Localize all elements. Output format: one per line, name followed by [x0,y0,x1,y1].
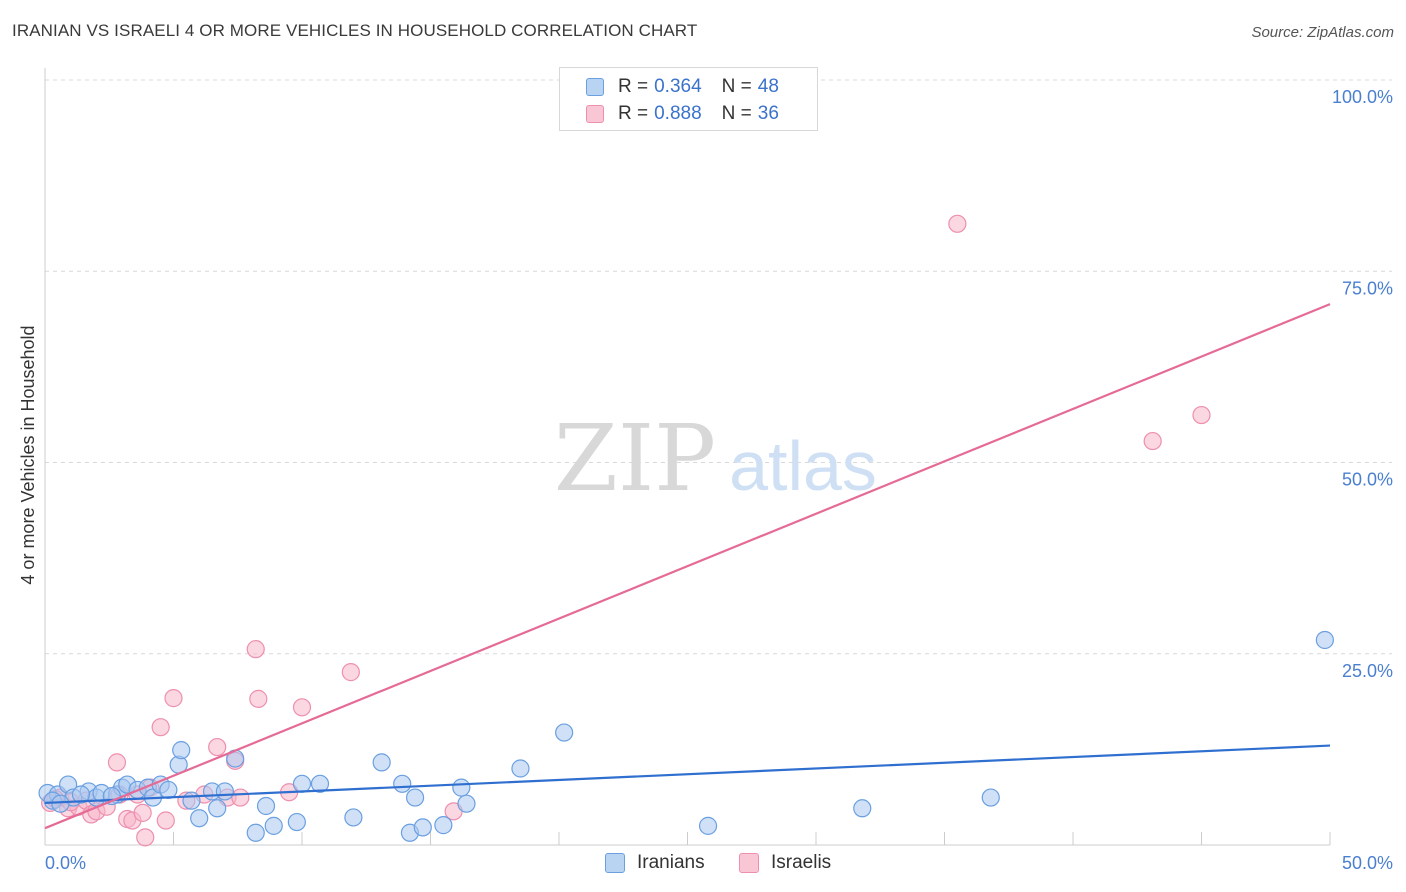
y-tick-labels: 25.0% 50.0% 75.0% 100.0% [1332,87,1393,681]
iranians-trend-line [44,744,1331,805]
axes [44,68,1331,846]
iranian-point [182,791,201,810]
iranian-point [853,799,872,818]
iranians-swatch [586,78,604,96]
iranian-point [310,774,330,793]
iranians-legend-label: Iranians [637,852,705,873]
legend-n-value: 48 [757,76,779,97]
watermark-atlas: atlas [729,427,877,505]
iranian-point [215,782,234,801]
iranian-point [372,753,391,772]
iranian-point [246,823,265,842]
iranian-point [292,774,312,793]
y-tick-label: 75.0% [1342,278,1393,298]
iranian-point [405,788,425,807]
israeli-point [133,803,152,822]
israeli-point [246,640,265,659]
legend-item-iranians[interactable]: Iranians [605,852,705,874]
iranian-point [393,774,412,793]
stats-legend: R = 0.364 N = 48 R = 0.888 N = 36 [559,67,818,131]
iranian-point [190,809,209,828]
legend-n-label: N = [721,76,752,97]
iranian-point [457,794,476,813]
chart-title: IRANIAN VS ISRAELI 4 OR MORE VEHICLES IN… [12,21,698,40]
iranian-point [452,778,471,797]
legend-r-label: R = [618,76,649,97]
israeli-point [231,788,250,807]
legend-row-iranians: R = 0.364 N = 48 [586,75,779,99]
israeli-point [164,689,183,708]
watermark: ZIP atlas [554,405,877,512]
y-tick-label: 25.0% [1342,661,1393,681]
israelis-legend-swatch [739,853,759,873]
israeli-point [156,811,175,830]
israeli-point [249,689,268,708]
iranian-point [159,780,178,800]
legend-r-value: 0.888 [654,103,702,124]
iranian-point [511,759,530,778]
israelis-swatch [586,105,604,123]
x-tick-label: 0.0% [45,853,86,873]
y-tick-label: 50.0% [1342,470,1393,490]
iranian-point [413,818,432,837]
israeli-point [208,737,227,757]
israelis-points [41,214,1211,847]
iranian-point [51,794,70,813]
israeli-point [948,214,967,233]
israelis-legend-label: Israelis [771,852,832,873]
y-axis-label: 4 or more Vehicles in Household [18,325,38,584]
trend-lines [44,303,1331,830]
israeli-point [1143,431,1162,451]
legend-r-label: R = [618,103,649,124]
series-legend: Iranians Israelis [0,852,1406,876]
legend-item-israelis[interactable]: Israelis [739,852,831,874]
israeli-point [107,753,127,772]
legend-n-label: N = [721,103,752,124]
israeli-point [341,663,360,682]
legend-row-israelis: R = 0.888 N = 36 [586,102,779,126]
y-tick-label: 100.0% [1332,87,1393,107]
x-tick-labels: 0.0% 50.0% [45,853,1393,873]
iranian-point [698,816,718,835]
gridlines [45,79,1392,655]
iranian-point [172,741,191,760]
iranian-point [71,785,91,804]
israeli-point [292,698,312,717]
iranian-point [287,812,306,832]
israeli-point [151,718,170,737]
israeli-point [136,828,155,847]
israelis-trend-line [44,303,1331,830]
x-tick-label: 50.0% [1342,853,1393,873]
iranian-point [1315,630,1334,650]
source-label: Source: ZipAtlas.com [1251,24,1394,41]
watermark-zip: ZIP [554,405,716,512]
iranian-point [555,723,574,742]
iranian-point [344,808,363,827]
iranian-point [256,796,276,816]
iranian-point [264,816,283,835]
legend-r-value: 0.364 [654,76,702,97]
iranians-legend-swatch [605,853,625,873]
iranian-point [434,816,453,835]
iranian-point [208,799,227,818]
legend-n-value: 36 [757,103,779,124]
iranians-points [38,630,1334,842]
israeli-point [1192,405,1211,425]
iranian-point [981,788,1000,807]
